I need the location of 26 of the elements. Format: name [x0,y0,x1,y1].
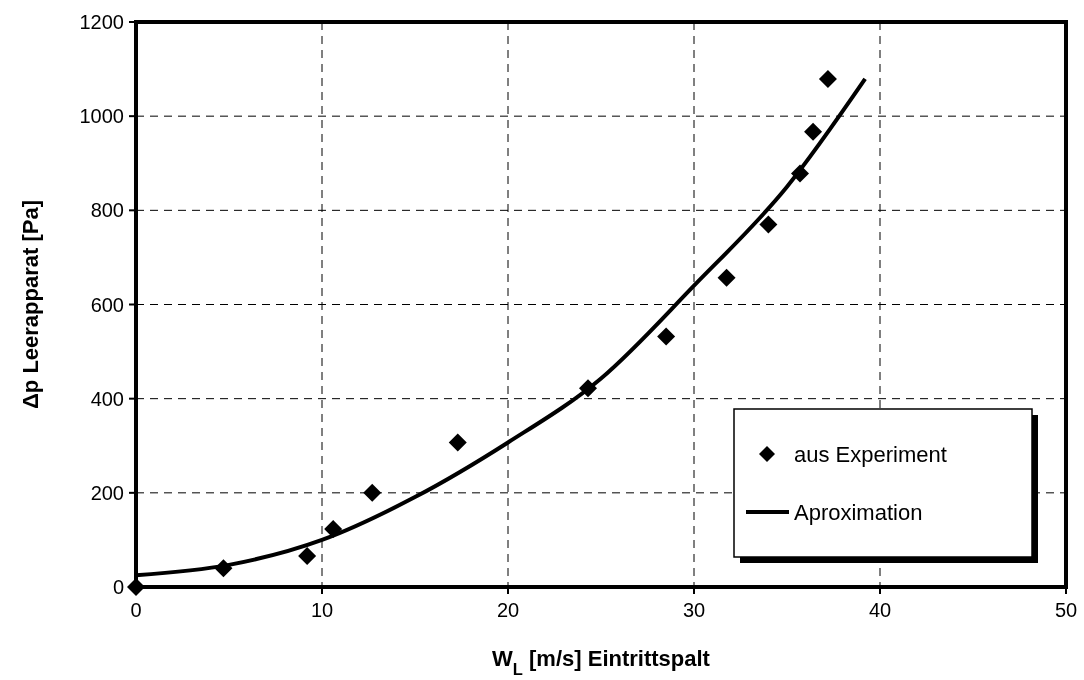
legend-label: aus Experiment [794,442,947,467]
y-tick-label: 1200 [79,11,124,33]
x-tick-label: 10 [310,599,334,621]
point [657,327,676,346]
point [127,578,145,596]
y-tick-label: 1000 [79,105,124,128]
y-tick-label: 0 [112,576,124,598]
point [717,268,736,287]
y-tick-label: 200 [90,481,124,504]
point [818,69,837,88]
y-tick-label: 600 [90,293,124,316]
point [804,122,823,141]
x-tick-label: 40 [868,599,892,621]
y-tick-label: 800 [90,199,124,222]
point [298,546,317,565]
legend-label: Aproximation [794,500,923,525]
y-axis-title: Δp Leerapparat [Pa] [18,200,43,409]
point [759,215,778,234]
x-tick-label: 0 [130,599,142,621]
x-tick-label: 50 [1054,599,1078,621]
y-tick-label: 400 [90,387,124,410]
x-tick-label: 20 [496,599,520,621]
point [363,483,382,502]
x-tick-label: 30 [682,599,706,621]
x-axis-title: W$_{L}$ [m/s] Eintrittspalt [492,646,711,678]
point [448,433,467,452]
